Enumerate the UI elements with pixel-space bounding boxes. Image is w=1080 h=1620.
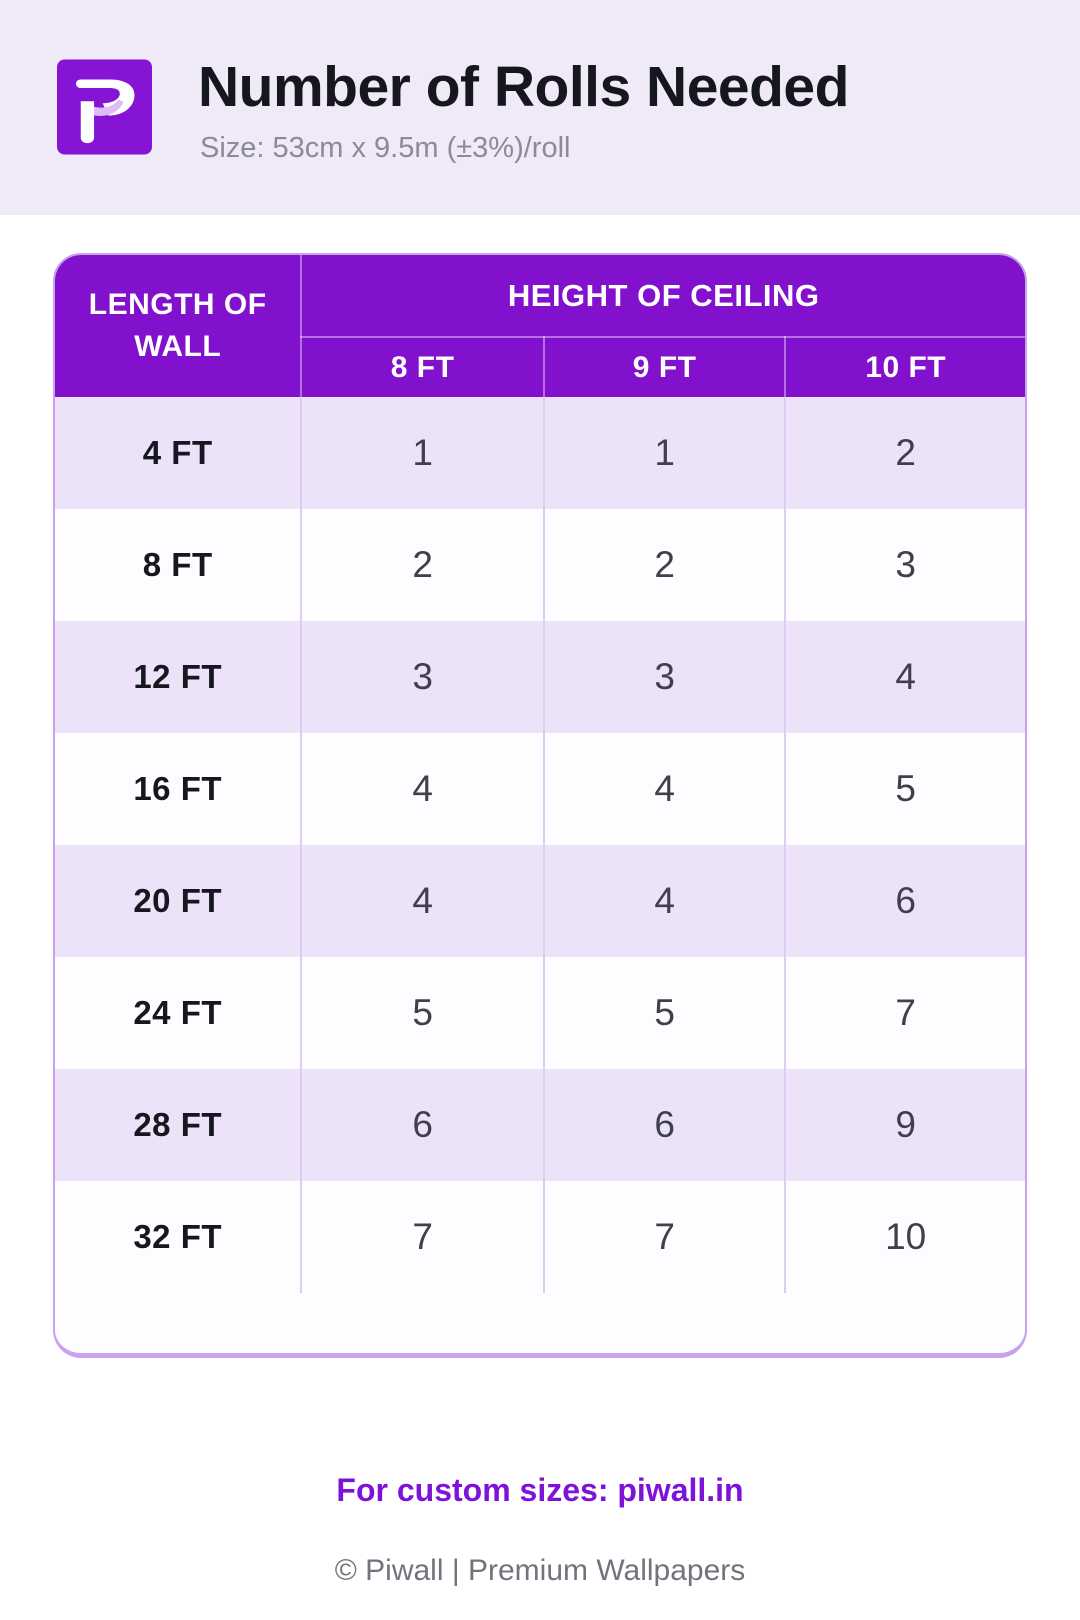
table-cell: 6 bbox=[300, 1069, 544, 1181]
table-cell: 4 bbox=[542, 845, 786, 957]
table-cell: 7 bbox=[300, 1181, 544, 1293]
table-row: 28 FT 6 6 9 bbox=[55, 1069, 1025, 1181]
table-cell: 6 bbox=[542, 1069, 786, 1181]
table-row: 8 FT 2 2 3 bbox=[55, 509, 1025, 621]
rolls-table: LENGTH OF WALL HEIGHT OF CEILING 8 FT 9 … bbox=[55, 255, 1025, 1293]
table-row: 20 FT 4 4 6 bbox=[55, 845, 1025, 957]
piwall-logo-icon bbox=[57, 59, 152, 155]
column-header-9ft: 9 FT bbox=[542, 337, 786, 397]
page-title: Number of Rolls Needed bbox=[198, 55, 849, 119]
table-cell: 4 bbox=[300, 733, 544, 845]
table-row: 12 FT 3 3 4 bbox=[55, 621, 1025, 733]
table-body: 4 FT 1 1 2 8 FT 2 2 3 12 FT 3 3 4 bbox=[55, 397, 1025, 1293]
table-row: 32 FT 7 7 10 bbox=[55, 1181, 1025, 1293]
copyright-line: © Piwall | Premium Wallpapers bbox=[334, 1554, 746, 1587]
row-label: 8 FT bbox=[142, 546, 213, 583]
table-cell: 3 bbox=[784, 509, 1025, 621]
custom-sizes-note: For custom sizes: piwall.in bbox=[336, 1472, 744, 1508]
table-cell: 5 bbox=[784, 733, 1025, 845]
table-cell: 1 bbox=[300, 397, 544, 509]
table-cell: 6 bbox=[784, 845, 1025, 957]
table-cell: 3 bbox=[300, 621, 544, 733]
table-header: LENGTH OF WALL HEIGHT OF CEILING 8 FT 9 … bbox=[55, 255, 1025, 397]
row-label: 32 FT bbox=[133, 1218, 223, 1255]
row-label: 16 FT bbox=[133, 770, 223, 807]
table-cell: 7 bbox=[542, 1181, 786, 1293]
column-header-10ft: 10 FT bbox=[784, 337, 1025, 397]
table-cell: 4 bbox=[784, 621, 1025, 733]
table-cell: 3 bbox=[542, 621, 786, 733]
row-label: 20 FT bbox=[133, 882, 223, 919]
table-cell: 1 bbox=[542, 397, 786, 509]
table-cell: 7 bbox=[784, 957, 1025, 1069]
row-label: 28 FT bbox=[133, 1106, 223, 1143]
table-cell: 10 bbox=[784, 1181, 1025, 1293]
page-subtitle: Size: 53cm x 9.5m (±3%)/roll bbox=[200, 132, 571, 164]
table-cell: 4 bbox=[542, 733, 786, 845]
table-cell: 2 bbox=[300, 509, 544, 621]
table-cell: 2 bbox=[542, 509, 786, 621]
corner-header-length-of-wall: LENGTH OF WALL bbox=[55, 255, 302, 397]
group-header-height-of-ceiling: HEIGHT OF CEILING bbox=[300, 255, 1025, 338]
table-cell: 5 bbox=[542, 957, 786, 1069]
table-cell: 9 bbox=[784, 1069, 1025, 1181]
row-label: 4 FT bbox=[142, 434, 213, 471]
table-cell: 2 bbox=[784, 397, 1025, 509]
row-label: 24 FT bbox=[133, 994, 223, 1031]
table-cell: 4 bbox=[300, 845, 544, 957]
table-cell: 5 bbox=[300, 957, 544, 1069]
row-label: 12 FT bbox=[133, 658, 223, 695]
rolls-table-card: LENGTH OF WALL HEIGHT OF CEILING 8 FT 9 … bbox=[53, 253, 1027, 1358]
table-row: 24 FT 5 5 7 bbox=[55, 957, 1025, 1069]
column-header-8ft: 8 FT bbox=[300, 337, 544, 397]
title-block: Number of Rolls Needed Size: 53cm x 9.5m… bbox=[198, 59, 849, 165]
table-row: 16 FT 4 4 5 bbox=[55, 733, 1025, 845]
table-row: 4 FT 1 1 2 bbox=[55, 397, 1025, 509]
header-band: Number of Rolls Needed Size: 53cm x 9.5m… bbox=[0, 0, 1080, 215]
